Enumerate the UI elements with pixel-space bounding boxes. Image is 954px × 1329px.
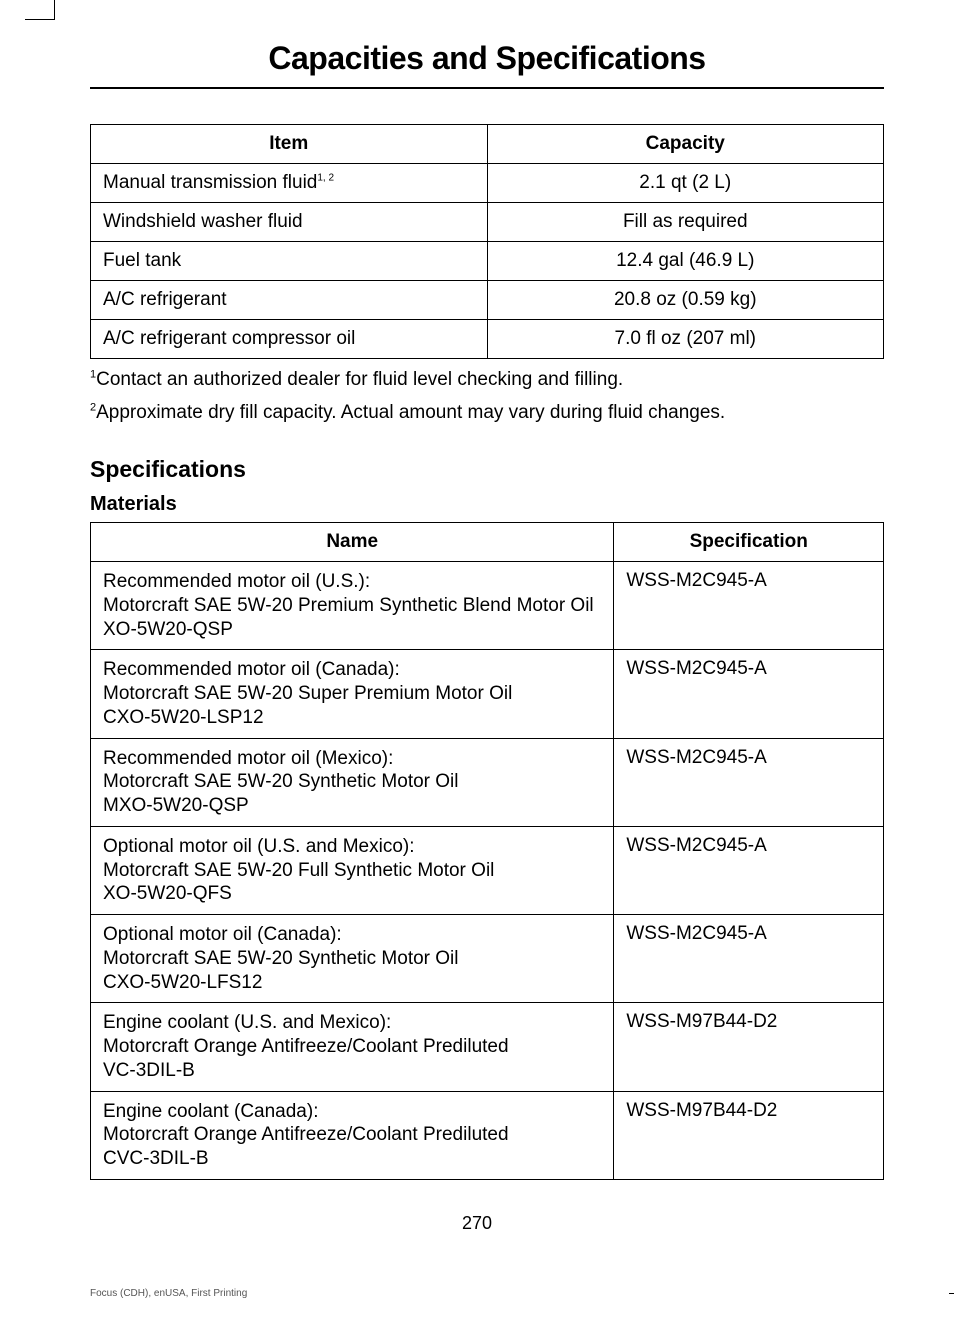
specifications-heading: Specifications [90,456,884,483]
table-row: Recommended motor oil (Canada): Motorcra… [91,650,884,738]
name-cell: Recommended motor oil (Canada): Motorcra… [91,650,614,738]
spec-cell: WSS-M2C945-A [614,562,884,650]
item-cell: Manual transmission fluid1, 2 [91,164,488,203]
name-cell: Engine coolant (Canada): Motorcraft Oran… [91,1091,614,1179]
crop-mark [949,1293,954,1313]
spec-cell: WSS-M97B44-D2 [614,1003,884,1091]
capacity-cell: 20.8 oz (0.59 kg) [487,281,884,320]
footnotes: 1Contact an authorized dealer for fluid … [90,367,884,426]
capacity-cell: Fill as required [487,203,884,242]
capacity-cell: 7.0 fl oz (207 ml) [487,320,884,359]
table-row: Engine coolant (U.S. and Mexico): Motorc… [91,1003,884,1091]
table-header: Capacity [487,125,884,164]
table-row: Recommended motor oil (Mexico): Motorcra… [91,738,884,826]
capacities-table: Item Capacity Manual transmission fluid1… [90,124,884,359]
name-cell: Optional motor oil (Canada): Motorcraft … [91,915,614,1003]
table-row: Windshield washer fluidFill as required [91,203,884,242]
table-header: Specification [614,523,884,562]
capacity-cell: 12.4 gal (46.9 L) [487,242,884,281]
footnote: 1Contact an authorized dealer for fluid … [90,367,884,394]
spec-cell: WSS-M2C945-A [614,738,884,826]
item-cell: A/C refrigerant compressor oil [91,320,488,359]
name-cell: Recommended motor oil (U.S.): Motorcraft… [91,562,614,650]
spec-cell: WSS-M97B44-D2 [614,1091,884,1179]
materials-heading: Materials [90,493,884,516]
name-cell: Optional motor oil (U.S. and Mexico): Mo… [91,826,614,914]
capacity-cell: 2.1 qt (2 L) [487,164,884,203]
page-title: Capacities and Specifications [90,40,884,89]
spec-cell: WSS-M2C945-A [614,650,884,738]
table-row: A/C refrigerant20.8 oz (0.59 kg) [91,281,884,320]
item-cell: Windshield washer fluid [91,203,488,242]
spec-cell: WSS-M2C945-A [614,915,884,1003]
table-row: Optional motor oil (U.S. and Mexico): Mo… [91,826,884,914]
name-cell: Engine coolant (U.S. and Mexico): Motorc… [91,1003,614,1091]
table-row: Recommended motor oil (U.S.): Motorcraft… [91,562,884,650]
footnote: 2Approximate dry fill capacity. Actual a… [90,400,884,427]
crop-mark [25,0,55,20]
materials-table: Name Specification Recommended motor oil… [90,522,884,1180]
table-row: Engine coolant (Canada): Motorcraft Oran… [91,1091,884,1179]
table-row: Fuel tank12.4 gal (46.9 L) [91,242,884,281]
spec-cell: WSS-M2C945-A [614,826,884,914]
table-row: Manual transmission fluid1, 22.1 qt (2 L… [91,164,884,203]
item-cell: A/C refrigerant [91,281,488,320]
table-row: Optional motor oil (Canada): Motorcraft … [91,915,884,1003]
page-number: 270 [0,1213,954,1234]
item-cell: Fuel tank [91,242,488,281]
table-header: Item [91,125,488,164]
table-row: A/C refrigerant compressor oil7.0 fl oz … [91,320,884,359]
footer-text: Focus (CDH), enUSA, First Printing [90,1288,247,1299]
table-header: Name [91,523,614,562]
name-cell: Recommended motor oil (Mexico): Motorcra… [91,738,614,826]
